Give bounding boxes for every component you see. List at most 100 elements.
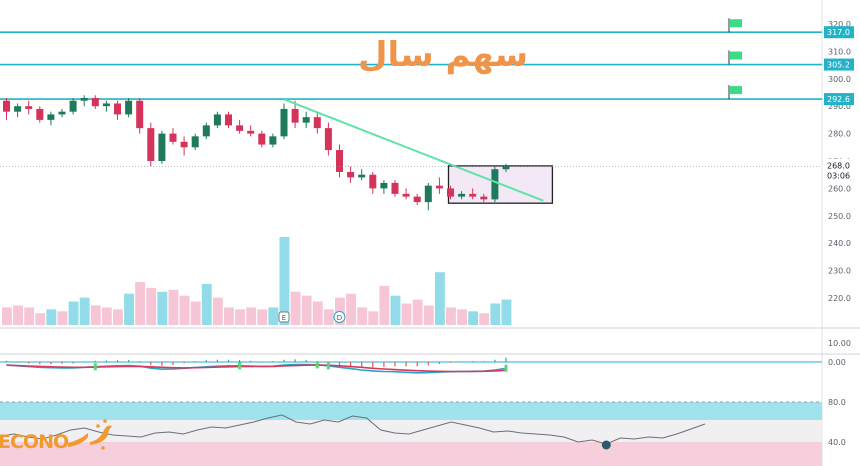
histogram-bar: [272, 361, 274, 362]
histogram-bar: [116, 360, 119, 362]
candle-body: [91, 97, 99, 107]
candle-body: [491, 169, 499, 200]
volume-bar: [423, 305, 434, 325]
candle-body: [458, 193, 466, 197]
histogram-bar: [350, 362, 352, 367]
candle-body: [324, 128, 332, 151]
volume-bar: [13, 305, 23, 325]
cross-marker: [315, 361, 319, 369]
histogram-bar: [172, 362, 174, 365]
current-price-box: [824, 158, 856, 183]
volume-bar: [490, 303, 501, 325]
candle-body: [258, 133, 266, 145]
candle-body: [380, 182, 388, 189]
trendline: [283, 98, 544, 202]
econo-logo: ECONO: [0, 419, 112, 453]
histogram-bar: [105, 360, 107, 362]
volume-bar: [190, 301, 201, 325]
candle-body: [480, 196, 488, 200]
logo-mark: [68, 419, 112, 450]
candle-body: [336, 150, 343, 172]
volume-bar: [446, 307, 456, 325]
volume-bars: [2, 237, 512, 325]
candle-body: [102, 103, 110, 107]
histogram-bar: [216, 359, 218, 362]
candle-body: [180, 141, 188, 148]
volume-bar: [124, 293, 134, 325]
candle-body: [225, 114, 232, 126]
volume-bar: [268, 307, 279, 325]
candle-body: [313, 117, 321, 129]
oscillator-2-middle-band: [0, 420, 822, 442]
oscillator-2-pane: [0, 414, 706, 450]
histogram-bar: [438, 362, 440, 364]
volume-bar: [224, 307, 234, 325]
price-tag-box: [824, 26, 854, 39]
volume-bar: [312, 301, 323, 325]
marker-label: E: [282, 314, 286, 322]
volume-bar: [401, 303, 412, 325]
volume-bar: [201, 283, 212, 325]
oscillator-2-upper-band: [0, 402, 822, 420]
chart-title: سهم سال: [358, 35, 528, 75]
candle-body: [358, 174, 366, 178]
volume-bar: [301, 295, 312, 325]
volume-bar: [79, 297, 90, 325]
volume-bar: [24, 307, 35, 325]
histogram-bar: [139, 361, 141, 362]
candle-body: [14, 106, 22, 112]
price-tick-label: 250.0: [828, 212, 851, 221]
candle-body: [114, 103, 121, 115]
histogram-bar: [5, 360, 8, 362]
volume-bar: [412, 299, 423, 325]
oscillator-2-tick-label: 40.0: [828, 438, 846, 447]
histogram-bar: [261, 361, 263, 362]
histogram-bar: [416, 362, 418, 367]
volume-bar: [235, 309, 245, 325]
candle-body: [424, 185, 432, 203]
histogram-bar: [361, 362, 363, 368]
histogram-bar: [39, 362, 41, 365]
volume-bar: [323, 309, 334, 325]
price-tag-label: 305.2: [827, 61, 850, 70]
volume-bar: [457, 309, 467, 325]
histogram-bar: [505, 357, 507, 362]
candle-body: [502, 166, 510, 170]
volume-bar: [35, 313, 46, 325]
histogram-bar: [128, 360, 130, 362]
volume-bar: [57, 311, 68, 325]
histogram-bar: [394, 362, 396, 367]
volume-bar: [279, 237, 290, 325]
candle-body: [413, 196, 421, 203]
price-tick-label: 230.0: [828, 267, 851, 276]
logo-text: ECONO: [0, 431, 69, 453]
histogram-bar: [483, 361, 485, 362]
level-flags: [728, 18, 742, 100]
candle-body: [347, 171, 355, 178]
candle-body: [302, 117, 310, 123]
histogram-bar: [83, 361, 85, 362]
candle-body: [36, 108, 44, 120]
volume-bar: [357, 307, 368, 325]
oscillator-2-tick-label: 80.0: [828, 398, 846, 407]
candle-body: [80, 97, 88, 101]
volume-bar: [246, 307, 257, 325]
volume-bar: [135, 281, 146, 325]
candle-body: [136, 100, 144, 129]
candlestick-series: [3, 95, 510, 211]
volume-bar: [479, 313, 490, 325]
volume-bar: [212, 297, 223, 325]
current-price-label: 268.0: [827, 161, 850, 170]
histogram-bar: [183, 362, 185, 364]
cross-marker: [93, 363, 97, 371]
volume-bar: [346, 293, 356, 325]
flag-icon: [730, 19, 742, 28]
price-tag-label: 317.0: [827, 28, 850, 37]
histogram-bar: [205, 360, 207, 362]
price-tag-label: 292.6: [827, 95, 850, 104]
candle-body: [58, 111, 66, 115]
oscillator-1-tick-label: 0.00: [828, 358, 846, 367]
volume-bar: [468, 311, 479, 325]
volume-bar: [179, 295, 190, 325]
